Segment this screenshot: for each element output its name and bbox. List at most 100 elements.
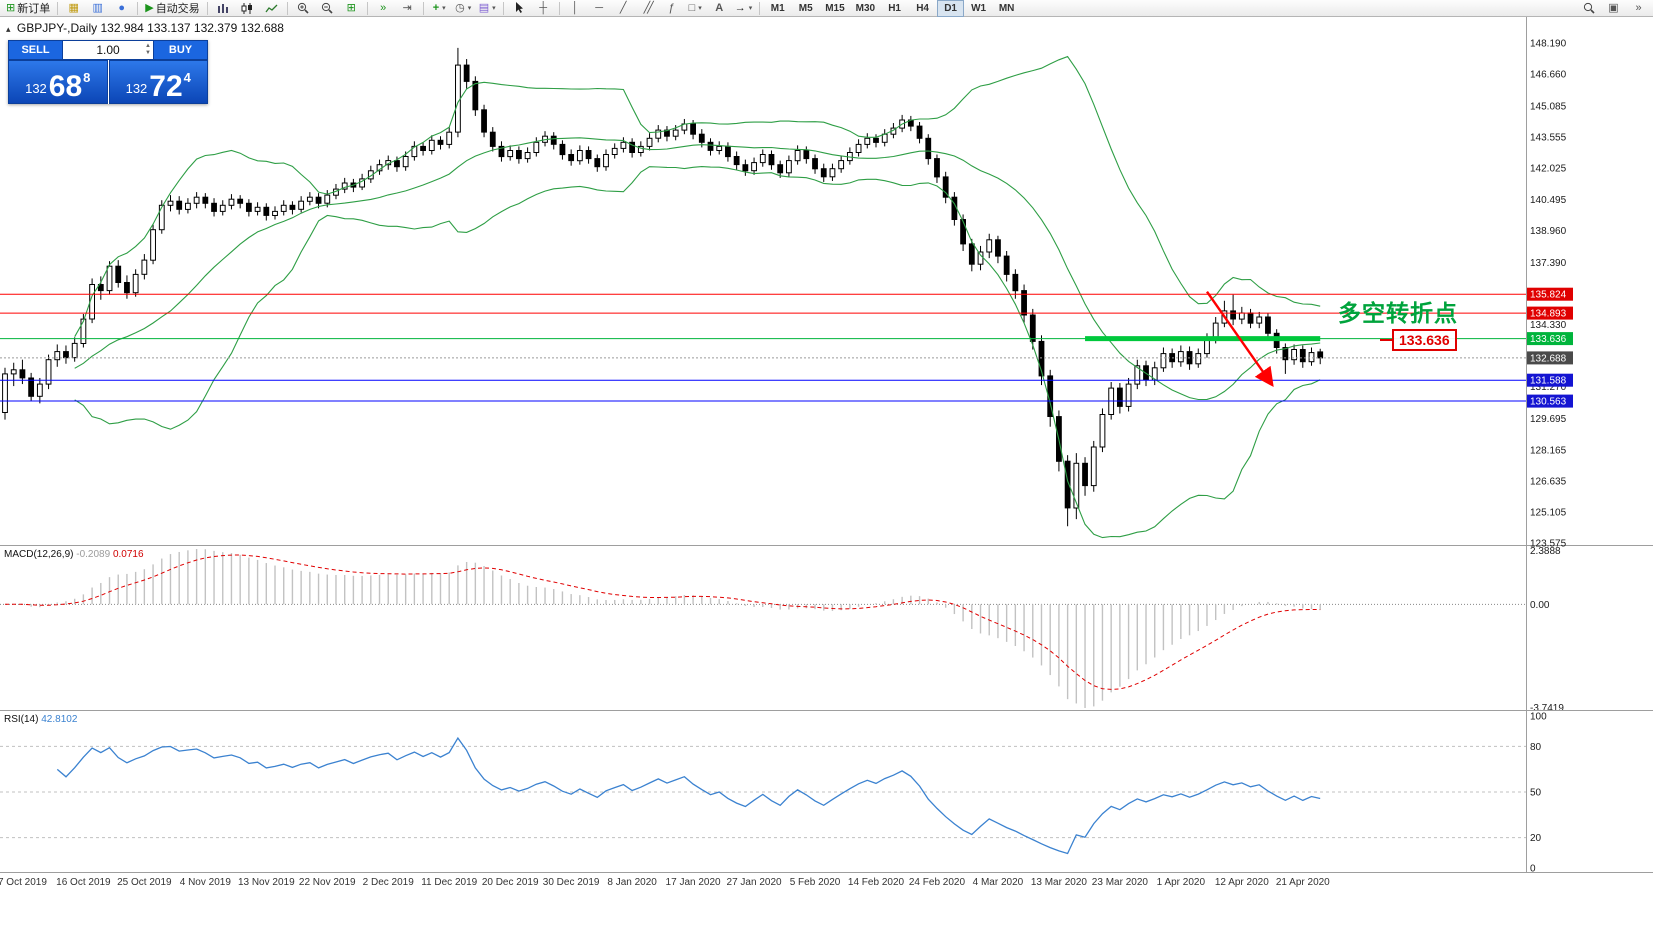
fibonacci-icon[interactable]: ƒ bbox=[668, 1, 675, 14]
crosshair-icon[interactable]: ┼ bbox=[539, 1, 548, 14]
toolbar-separator bbox=[286, 1, 288, 15]
svg-text:142.025: 142.025 bbox=[1530, 164, 1567, 175]
rsi-label: RSI(14) 42.8102 bbox=[4, 714, 77, 725]
time-axis: 7 Oct 2019 16 Oct 2019 25 Oct 2019 4 Nov 20… bbox=[0, 877, 1330, 888]
svg-text:12 Apr 2020: 12 Apr 2020 bbox=[1215, 877, 1269, 888]
timeframe-m30-button[interactable]: M30 bbox=[855, 2, 876, 14]
svg-text:2.3888: 2.3888 bbox=[1530, 546, 1561, 557]
tile-windows-icon[interactable]: ⊞ bbox=[346, 1, 356, 14]
svg-text:27 Jan 2020: 27 Jan 2020 bbox=[727, 877, 782, 888]
buy-price-prefix: 132 bbox=[125, 81, 148, 96]
macd-name: MACD(12,26,9) bbox=[4, 549, 74, 560]
macd-signal-value: 0.0716 bbox=[112, 549, 144, 560]
price-badges: 135.824 134.893 133.636 132.688 131.588 130.5… bbox=[1527, 287, 1573, 408]
bollinger-layer bbox=[74, 55, 1321, 539]
new-order-button[interactable]: ⊞ 新订单 bbox=[3, 0, 53, 17]
toolbar-separator bbox=[137, 1, 139, 15]
svg-text:24 Feb 2020: 24 Feb 2020 bbox=[909, 877, 966, 888]
toolbar-separator bbox=[759, 1, 761, 15]
price-level-annotation: 133.636 bbox=[1380, 329, 1457, 351]
line-chart-icon[interactable] bbox=[260, 0, 283, 17]
autotrading-button[interactable]: ▶ 自动交易 bbox=[142, 0, 202, 17]
svg-text:23 Mar 2020: 23 Mar 2020 bbox=[1092, 877, 1149, 888]
svg-text:137.390: 137.390 bbox=[1530, 258, 1567, 269]
periods-icon[interactable]: ◷ ▾ bbox=[455, 1, 472, 14]
templates-icon[interactable]: ▤ ▾ bbox=[478, 1, 496, 14]
toolbar-right-group: ▣ » bbox=[1577, 0, 1650, 17]
svg-text:138.960: 138.960 bbox=[1530, 226, 1567, 237]
svg-text:8 Jan 2020: 8 Jan 2020 bbox=[607, 877, 657, 888]
chart-title: ▴ GBPJPY-,Daily 132.984 133.137 132.379 … bbox=[6, 21, 284, 35]
timeframe-w1-button[interactable]: W1 bbox=[971, 2, 987, 14]
sell-price-button[interactable]: 132 68 8 bbox=[8, 60, 108, 104]
toolbar-separator bbox=[422, 1, 424, 15]
buy-price-sup: 4 bbox=[183, 70, 191, 85]
charts-icon[interactable]: ▥ bbox=[92, 1, 103, 14]
sell-price-big: 68 bbox=[48, 70, 83, 103]
svg-text:-3.7419: -3.7419 bbox=[1530, 703, 1564, 714]
toolbar-separator bbox=[57, 1, 59, 15]
autotrading-play-icon: ▶ bbox=[145, 1, 154, 14]
toolbar-overflow-icon[interactable]: » bbox=[1635, 1, 1642, 14]
new-order-icon: ⊞ bbox=[6, 1, 16, 14]
svg-text:123.575: 123.575 bbox=[1530, 539, 1567, 550]
macd-label: MACD(12,26,9) -0.2089 0.0716 bbox=[4, 549, 144, 560]
candlestick-chart-icon[interactable] bbox=[236, 0, 259, 17]
vertical-line-icon[interactable]: │ bbox=[571, 1, 579, 14]
search-icon[interactable] bbox=[1577, 0, 1600, 17]
rsi-name: RSI(14) bbox=[4, 714, 39, 725]
svg-text:132.688: 132.688 bbox=[1530, 353, 1567, 364]
shapes-icon[interactable]: □ ▾ bbox=[688, 1, 702, 14]
trendline-icon[interactable]: ╱ bbox=[619, 1, 627, 14]
one-click-trading-panel: SELL 1.00 ▲ ▼ BUY 132 68 8 132 72 4 bbox=[8, 40, 208, 104]
hlines-layer bbox=[0, 293, 1526, 402]
timeframe-d1-button[interactable]: D1 bbox=[937, 0, 965, 17]
channel-icon[interactable]: ╱╱ bbox=[643, 1, 654, 14]
text-label-icon[interactable]: A bbox=[715, 1, 724, 14]
cursor-icon[interactable] bbox=[508, 0, 531, 17]
svg-text:129.695: 129.695 bbox=[1530, 414, 1567, 425]
timeframe-h4-button[interactable]: H4 bbox=[916, 2, 929, 14]
chart-shift-icon[interactable]: ⇥ bbox=[402, 1, 412, 14]
volume-input[interactable]: 1.00 ▲ ▼ bbox=[63, 40, 153, 60]
timeframe-group: M1 M5 M15 M30 H1 H4 D1 W1 MN bbox=[764, 0, 1020, 17]
panels-icon[interactable]: ▣ bbox=[1608, 1, 1619, 14]
zoom-in-icon[interactable] bbox=[292, 0, 315, 17]
svg-text:133.636: 133.636 bbox=[1530, 334, 1567, 345]
timeframe-h1-button[interactable]: H1 bbox=[888, 2, 901, 14]
bar-chart-icon[interactable] bbox=[212, 0, 235, 17]
svg-text:20 Dec 2019: 20 Dec 2019 bbox=[482, 877, 539, 888]
buy-price-button[interactable]: 132 72 4 bbox=[108, 60, 208, 104]
svg-text:13 Mar 2020: 13 Mar 2020 bbox=[1031, 877, 1088, 888]
zoom-out-icon[interactable] bbox=[316, 0, 339, 17]
one-click-toggle[interactable]: ▴ bbox=[6, 24, 11, 34]
macd-main-value: -0.2089 bbox=[76, 549, 111, 560]
sell-price-sup: 8 bbox=[83, 70, 91, 85]
svg-text:131.270: 131.270 bbox=[1530, 382, 1567, 393]
navigator-icon[interactable]: ● bbox=[118, 1, 126, 14]
add-indicator-icon[interactable]: + ▾ bbox=[432, 1, 446, 14]
timeframe-m15-button[interactable]: M15 bbox=[825, 2, 845, 14]
svg-text:1 Apr 2020: 1 Apr 2020 bbox=[1157, 877, 1206, 888]
svg-text:143.555: 143.555 bbox=[1530, 133, 1567, 144]
svg-text:25 Oct 2019: 25 Oct 2019 bbox=[117, 877, 172, 888]
svg-text:22 Nov 2019: 22 Nov 2019 bbox=[299, 877, 356, 888]
trend-arrow bbox=[1205, 290, 1274, 388]
sell-button[interactable]: SELL bbox=[8, 40, 63, 60]
svg-text:4 Nov 2019: 4 Nov 2019 bbox=[180, 877, 232, 888]
svg-text:11 Dec 2019: 11 Dec 2019 bbox=[421, 877, 477, 888]
arrows-icon[interactable]: → ▾ bbox=[734, 1, 753, 14]
svg-text:16 Oct 2019: 16 Oct 2019 bbox=[56, 877, 111, 888]
toolbar-separator bbox=[366, 1, 368, 15]
svg-text:7 Oct 2019: 7 Oct 2019 bbox=[0, 877, 47, 888]
timeframe-m5-button[interactable]: M5 bbox=[798, 2, 813, 14]
volume-spinner[interactable]: ▲ ▼ bbox=[145, 43, 151, 56]
horizontal-line-icon[interactable]: ─ bbox=[595, 1, 604, 14]
auto-scroll-icon[interactable]: » bbox=[380, 1, 387, 14]
timeframe-mn-button[interactable]: MN bbox=[998, 2, 1015, 14]
timeframe-m1-button[interactable]: M1 bbox=[770, 2, 785, 14]
profiles-icon[interactable]: ▦ bbox=[68, 1, 79, 14]
svg-text:146.660: 146.660 bbox=[1530, 70, 1567, 81]
buy-button[interactable]: BUY bbox=[153, 40, 208, 60]
